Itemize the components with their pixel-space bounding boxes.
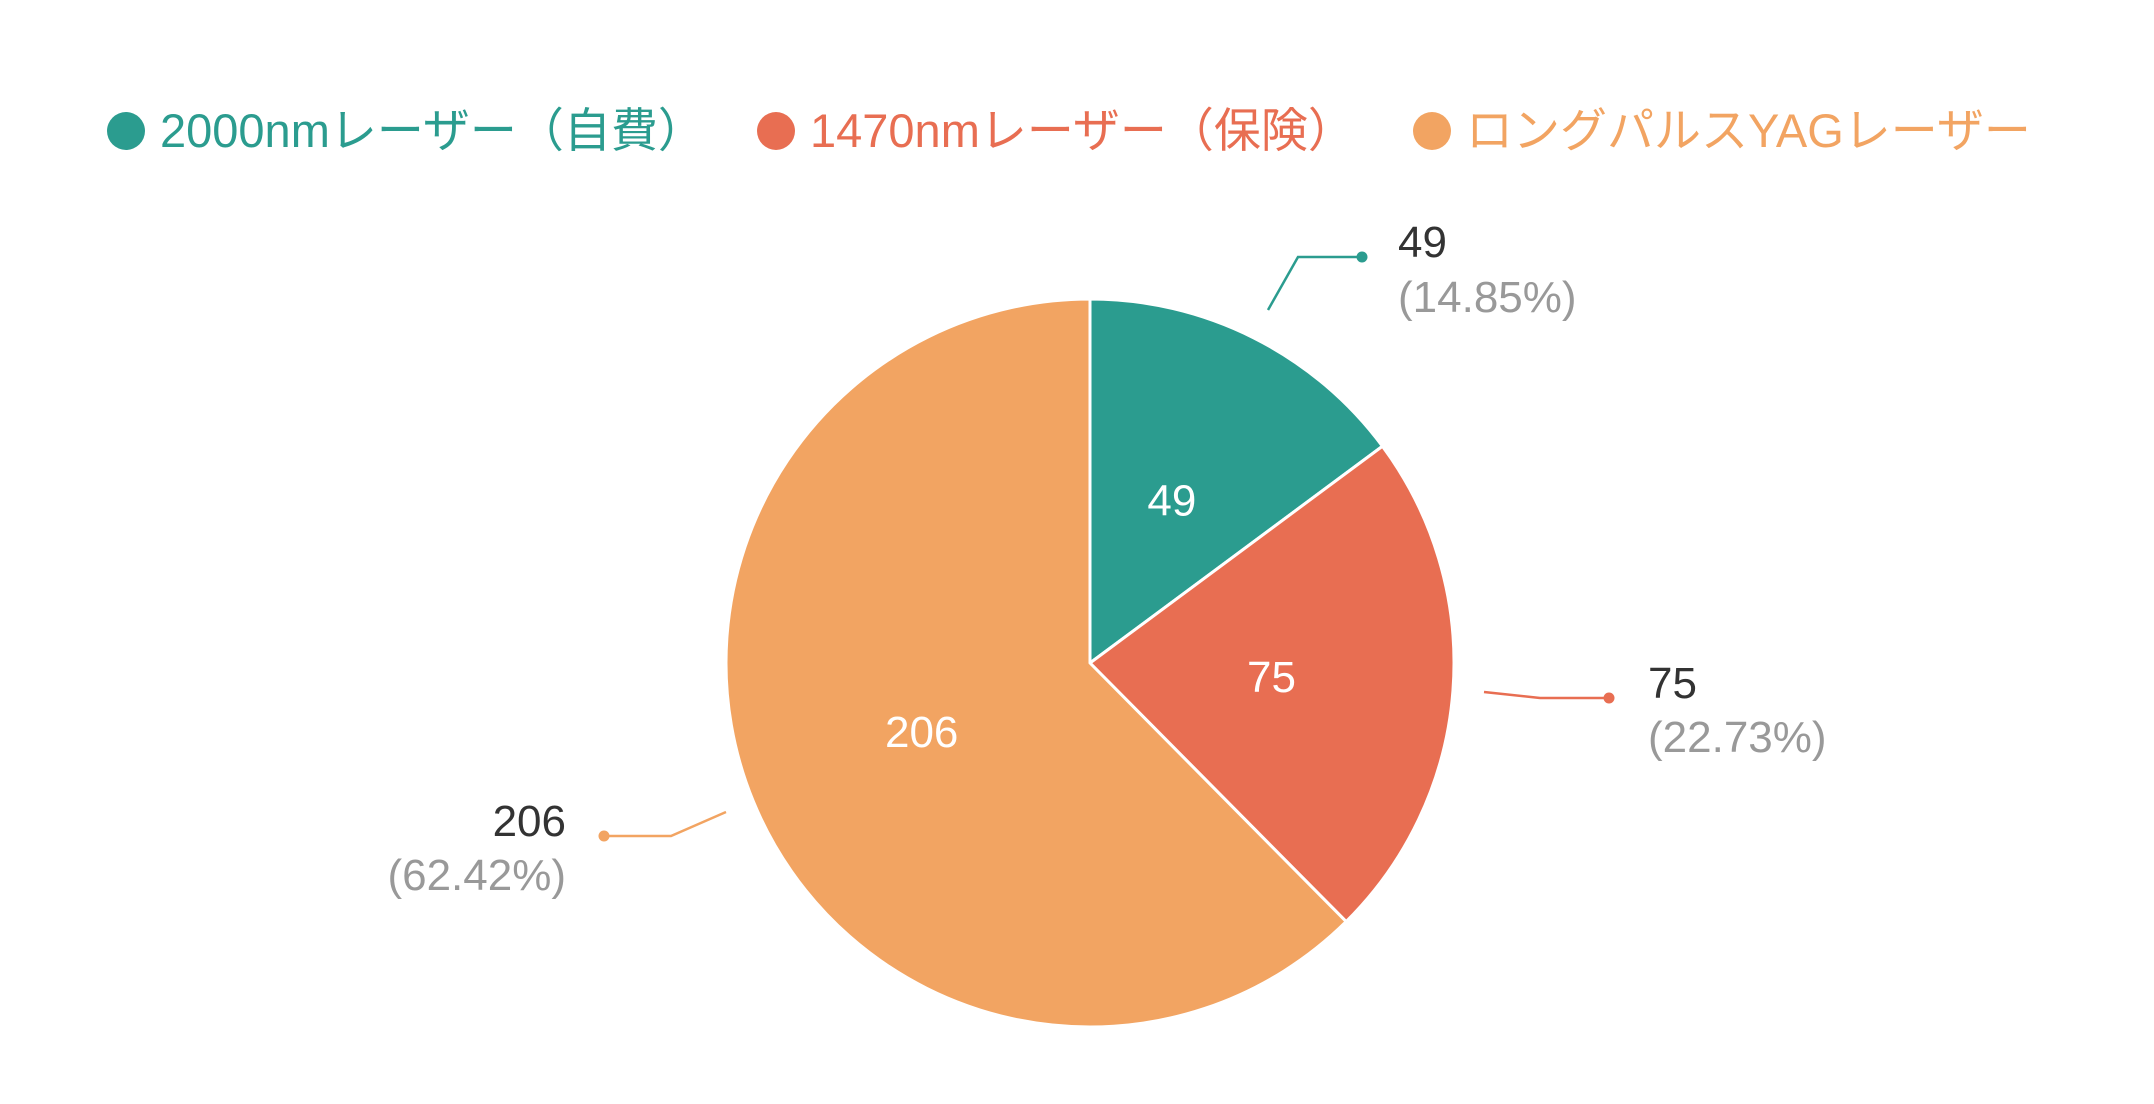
- outside-percent-label: (22.73%): [1648, 713, 1827, 762]
- legend-item[interactable]: 2000nmレーザー（自費）: [107, 104, 705, 157]
- leader-line: [1266, 255, 1362, 311]
- outside-value-label: 206: [493, 797, 566, 846]
- leader-line: [1483, 690, 1609, 700]
- leader-dot: [1356, 251, 1368, 263]
- pie-slice[interactable]: [1088, 297, 1384, 665]
- legend-label: 1470nmレーザー（保険）: [810, 104, 1355, 157]
- legend-marker: [757, 112, 795, 150]
- legend-label: ロングパルスYAGレーザー: [1466, 104, 2031, 157]
- legend-label: 2000nmレーザー（自費）: [160, 104, 705, 157]
- slice-value-label: 49: [1147, 476, 1196, 525]
- inside-labels: 49 75 206: [885, 476, 1296, 757]
- outside-labels: 49 (14.85%) 75 (22.73%) 206 (62.42%): [387, 218, 1826, 900]
- legend-item[interactable]: 1470nmレーザー（保険）: [757, 104, 1355, 157]
- outside-percent-label: (62.42%): [387, 851, 566, 900]
- leader-dot: [1603, 692, 1615, 704]
- slice-value-label: 206: [885, 708, 958, 757]
- slice-value-label: 75: [1247, 653, 1296, 702]
- legend: 2000nmレーザー（自費） 1470nmレーザー（保険） ロングパルスYAGレーザ…: [107, 104, 2031, 157]
- leader-dot: [598, 830, 610, 842]
- legend-marker: [107, 112, 145, 150]
- leader-line: [604, 810, 727, 838]
- outside-value-label: 75: [1648, 659, 1697, 708]
- pie-slice[interactable]: [724, 297, 1348, 1029]
- outside-value-label: 49: [1398, 218, 1447, 267]
- legend-item[interactable]: ロングパルスYAGレーザー: [1413, 104, 2031, 157]
- outside-percent-label: (14.85%): [1398, 273, 1577, 322]
- pie-slices: [724, 297, 1456, 1029]
- legend-marker: [1413, 112, 1451, 150]
- pie-slice[interactable]: [1088, 444, 1456, 924]
